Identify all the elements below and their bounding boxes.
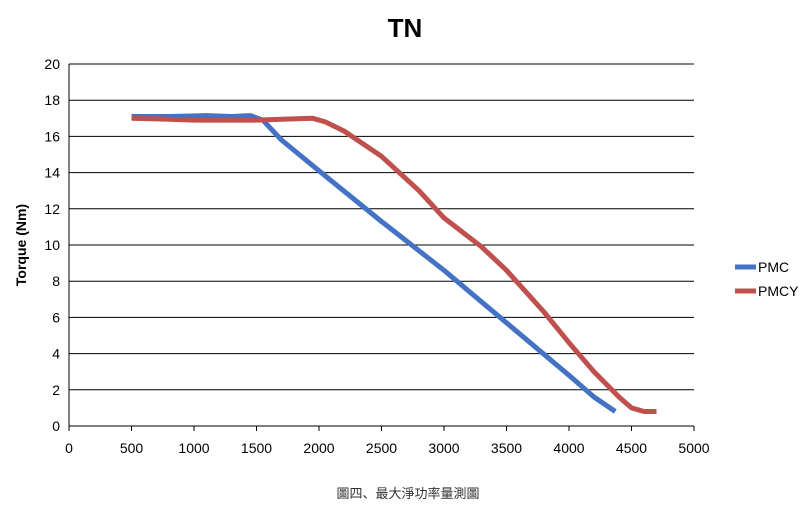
y-tick-labels: 0 2 4 6 8 10 12 14 16 18 20 xyxy=(44,56,60,434)
y-tick-label: 4 xyxy=(52,346,60,362)
grid-lines xyxy=(69,63,694,391)
series-lines xyxy=(131,113,657,414)
x-tick-label: 500 xyxy=(120,440,144,456)
x-tick-labels: 0 500 1000 1500 2000 2500 3000 3500 4000 4500 5000 xyxy=(65,440,710,456)
y-tick-label: 16 xyxy=(44,128,60,144)
y-tick-label: 14 xyxy=(44,165,60,181)
x-tick-label: 0 xyxy=(65,440,73,456)
figure-caption: 圖四、最大淨功率量測圖 xyxy=(336,486,479,502)
y-tick-label: 8 xyxy=(52,273,60,289)
x-tick-label: 2500 xyxy=(366,440,397,456)
x-tick-label: 1500 xyxy=(241,440,272,456)
x-tick-label: 3500 xyxy=(491,440,522,456)
x-tick-label: 3000 xyxy=(428,440,459,456)
series-line-pmcy xyxy=(131,115,657,414)
axes xyxy=(68,64,695,431)
y-tick-label: 18 xyxy=(44,92,60,108)
x-tick-label: 4000 xyxy=(553,440,584,456)
y-tick-label: 2 xyxy=(52,382,60,398)
series-line-pmc xyxy=(131,113,617,414)
x-tick-label: 1000 xyxy=(178,440,209,456)
legend-label-pmc: PMC xyxy=(758,259,789,275)
y-tick-label: 6 xyxy=(52,309,60,325)
y-axis-title: Torque (Nm) xyxy=(13,204,29,286)
x-tick-label: 5000 xyxy=(678,440,709,456)
y-tick-label: 0 xyxy=(52,418,60,434)
y-tick-label: 12 xyxy=(44,201,60,217)
y-tick-label: 10 xyxy=(44,237,60,253)
x-tick-label: 4500 xyxy=(616,440,647,456)
x-tick-label: 2000 xyxy=(303,440,334,456)
chart-title: TN xyxy=(388,13,423,43)
legend: PMC PMCY xyxy=(735,259,799,299)
legend-label-pmcy: PMCY xyxy=(758,283,799,299)
y-tick-label: 20 xyxy=(44,56,60,72)
